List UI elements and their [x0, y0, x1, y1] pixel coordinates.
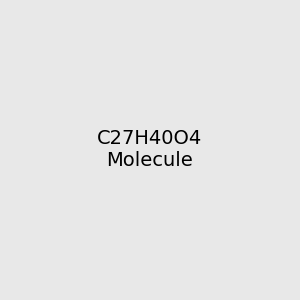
- Text: C27H40O4
Molecule: C27H40O4 Molecule: [98, 130, 202, 170]
